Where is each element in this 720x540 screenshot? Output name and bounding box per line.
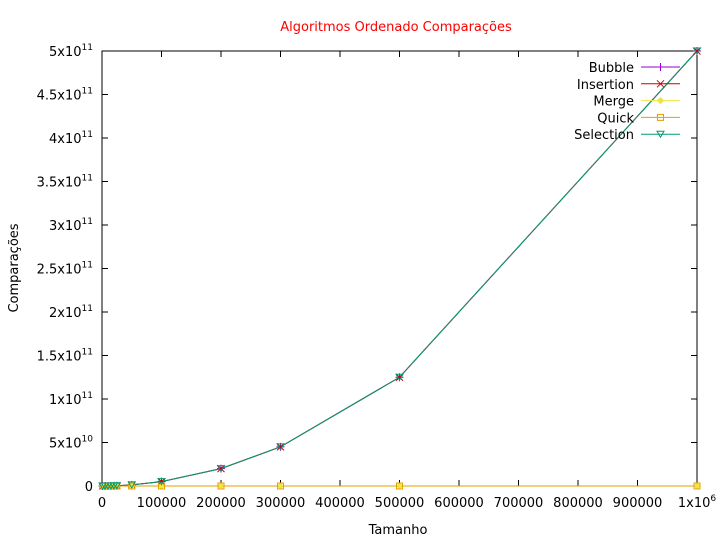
y-axis-label: Comparações xyxy=(7,223,22,312)
x-tick-label: 800000 xyxy=(553,496,603,511)
data-point-selection xyxy=(127,481,137,489)
y-tick-label: 5x1011 xyxy=(49,43,93,60)
x-tick-label: 500000 xyxy=(375,496,425,511)
legend-label: Merge xyxy=(593,95,634,110)
legend-label: Bubble xyxy=(589,61,634,76)
data-point-merge xyxy=(693,482,701,490)
legend-item-selection: Selection xyxy=(574,128,680,143)
y-tick-label: 4.5x1011 xyxy=(37,87,93,104)
legend-item-merge: Merge xyxy=(593,95,680,110)
x-axis: 0 100000 200000 300000 400000 500000 600000 700… xyxy=(98,51,717,511)
data-point-selection xyxy=(112,482,122,490)
legend-marker xyxy=(656,96,665,105)
data-point-quick xyxy=(277,482,284,490)
y-axis: 0 5x1010 1x1011 1.5x1011 2x1011 2.5x1011 3x101… xyxy=(37,43,697,495)
data-point-quick xyxy=(693,482,701,490)
data-point-insertion xyxy=(276,442,285,451)
legend-item-insertion: Insertion xyxy=(577,78,680,93)
data-point-selection xyxy=(395,373,404,382)
x-tick-label: 100000 xyxy=(137,496,187,511)
legend-item-bubble: Bubble xyxy=(589,61,680,76)
data-point-quick xyxy=(128,482,136,490)
x-tick-label: 600000 xyxy=(434,496,484,511)
y-tick-label: 1.5x1011 xyxy=(37,348,93,365)
data-point-selection xyxy=(157,478,166,486)
data-point-quick xyxy=(158,482,165,490)
y-tick-label: 3.5x1011 xyxy=(37,174,93,191)
x-tick-label: 0 xyxy=(98,496,106,511)
data-point-selection xyxy=(276,443,285,451)
legend-marker xyxy=(656,130,665,139)
x-tick-label: 400000 xyxy=(315,496,365,511)
x-axis-label: Tamanho xyxy=(368,523,428,538)
data-point-insertion xyxy=(217,464,225,473)
legend-label: Insertion xyxy=(577,78,634,93)
data-point-quick xyxy=(396,482,403,490)
legend-marker xyxy=(656,63,665,71)
data-point-merge xyxy=(395,482,404,490)
series-markers xyxy=(98,47,702,490)
x-tick-label: 300000 xyxy=(256,496,306,511)
legend-marker xyxy=(657,113,664,121)
legend-label: Quick xyxy=(597,111,634,126)
data-point-merge xyxy=(217,482,225,490)
y-tick-label: 2.5x1011 xyxy=(37,261,93,278)
data-point-insertion xyxy=(693,47,701,55)
chart-title: Algoritmos Ordenado Comparações xyxy=(280,20,512,35)
legend-label: Selection xyxy=(574,128,634,143)
data-point-merge xyxy=(276,482,285,490)
y-tick-label: 3x1011 xyxy=(49,217,93,234)
data-point-quick xyxy=(217,482,225,490)
data-point-insertion xyxy=(157,477,166,486)
legend-marker xyxy=(656,79,665,88)
y-tick-label: 4x1011 xyxy=(49,130,93,147)
legend-item-quick: Quick xyxy=(597,111,680,126)
y-tick-label: 1x1011 xyxy=(49,391,93,408)
y-tick-label: 2x1011 xyxy=(49,304,93,321)
y-tick-label: 5x1010 xyxy=(49,435,93,452)
x-tick-label: 900000 xyxy=(613,496,663,511)
data-point-selection xyxy=(692,47,702,55)
x-tick-label: 700000 xyxy=(494,496,544,511)
data-point-selection xyxy=(216,465,226,473)
y-tick-label: 0 xyxy=(85,480,93,495)
data-point-insertion xyxy=(395,373,404,382)
x-tick-label: 1x106 xyxy=(678,494,717,511)
x-tick-label: 200000 xyxy=(196,496,246,511)
